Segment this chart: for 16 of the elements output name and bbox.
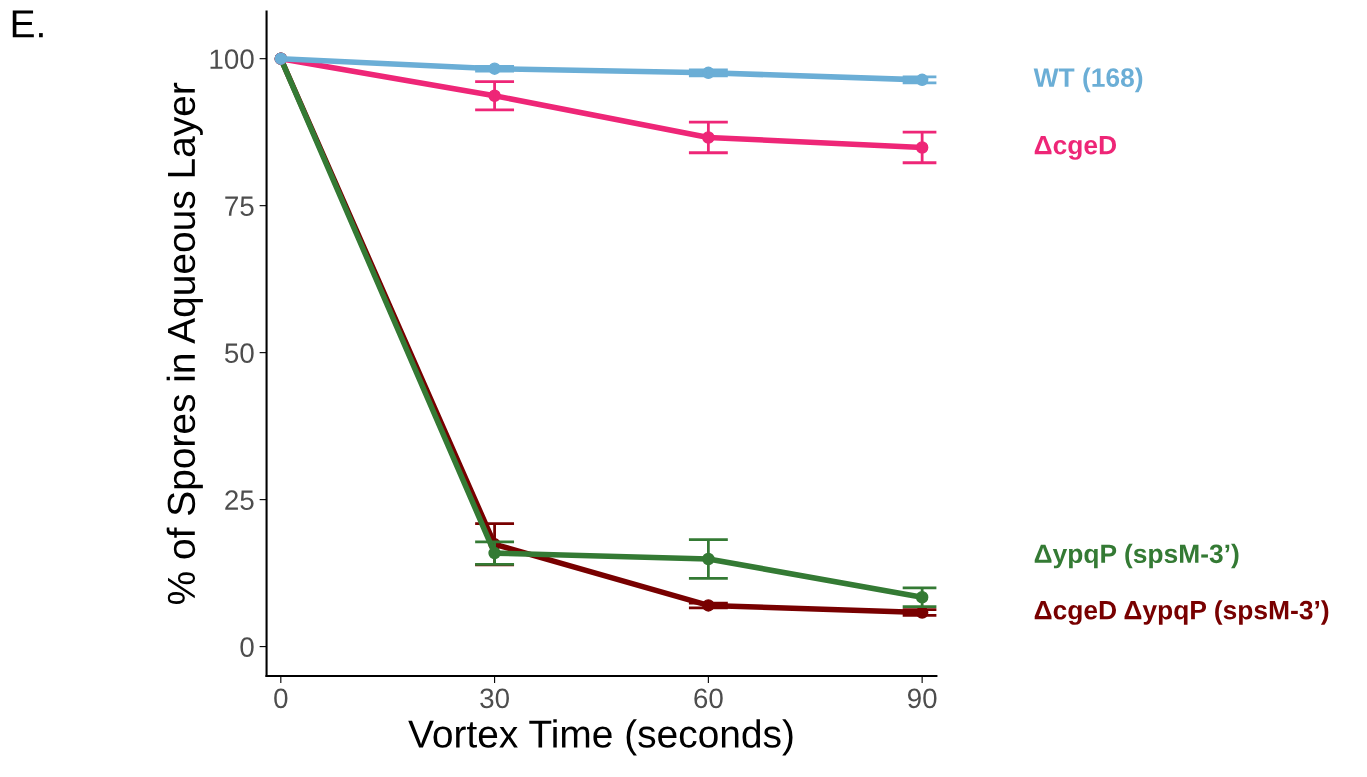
text: ΔcgeD [1034,136,1116,160]
y-tick-label: 25 [225,490,254,510]
text: WT (168) [1033,67,1143,93]
y-axis-title: % of Spores in Aqueous Layer [166,82,203,605]
y-tick-label: 0 [240,637,254,657]
x-tick-label: 60 [694,688,723,709]
text: ΔypqP (spsM-3’) [1034,543,1239,569]
y-tick-label: 100 [210,49,254,70]
y-tick-label: 50 [224,343,254,363]
x-tick-label: 90 [908,688,937,709]
x-tick-label: 30 [480,688,509,709]
y-tick-label: 75 [225,196,254,216]
text: E. [12,10,43,38]
x-tick-label: 0 [274,688,288,709]
text: ΔcgeD ΔypqP (spsM-3’) [1034,600,1329,625]
x-axis-title: Vortex Time (seconds) [408,719,793,756]
